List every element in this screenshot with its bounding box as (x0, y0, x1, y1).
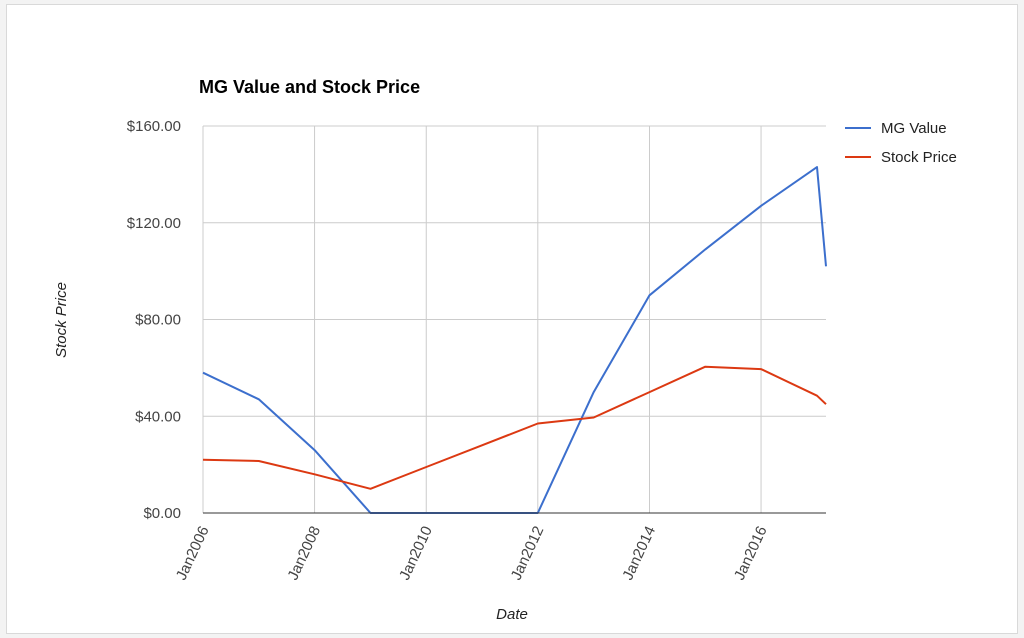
y-axis-ticks: $0.00 $40.00 $80.00 $120.00 $160.00 (127, 118, 181, 522)
x-tick-label: Jan2010 (396, 524, 436, 583)
x-tick-label: Jan2012 (508, 524, 548, 583)
y-tick-label: $160.00 (127, 118, 181, 135)
chart-title: MG Value and Stock Price (199, 77, 420, 97)
y-axis-label: Stock Price (53, 282, 70, 358)
x-tick-label: Jan2016 (731, 524, 771, 583)
x-tick-label: Jan2014 (619, 524, 659, 583)
y-tick-label: $0.00 (143, 505, 181, 522)
x-axis-label: Date (496, 606, 528, 623)
legend-label: MG Value (881, 120, 947, 137)
legend-label: Stock Price (881, 149, 957, 166)
x-axis-ticks: Jan2006 Jan2008 Jan2010 Jan2012 Jan2014 Jan20… (173, 524, 771, 583)
x-tick-label: Jan2008 (284, 524, 324, 583)
chart-series (202, 166, 827, 514)
series-line-stock-price (202, 365, 827, 490)
chart-legend: MG Value Stock Price (845, 120, 957, 166)
y-tick-label: $40.00 (135, 408, 181, 425)
y-tick-label: $120.00 (127, 215, 181, 232)
chart-grid (202, 125, 826, 513)
series-line-mg-value (202, 166, 827, 514)
x-tick-label: Jan2006 (173, 524, 213, 583)
y-tick-label: $80.00 (135, 312, 181, 329)
